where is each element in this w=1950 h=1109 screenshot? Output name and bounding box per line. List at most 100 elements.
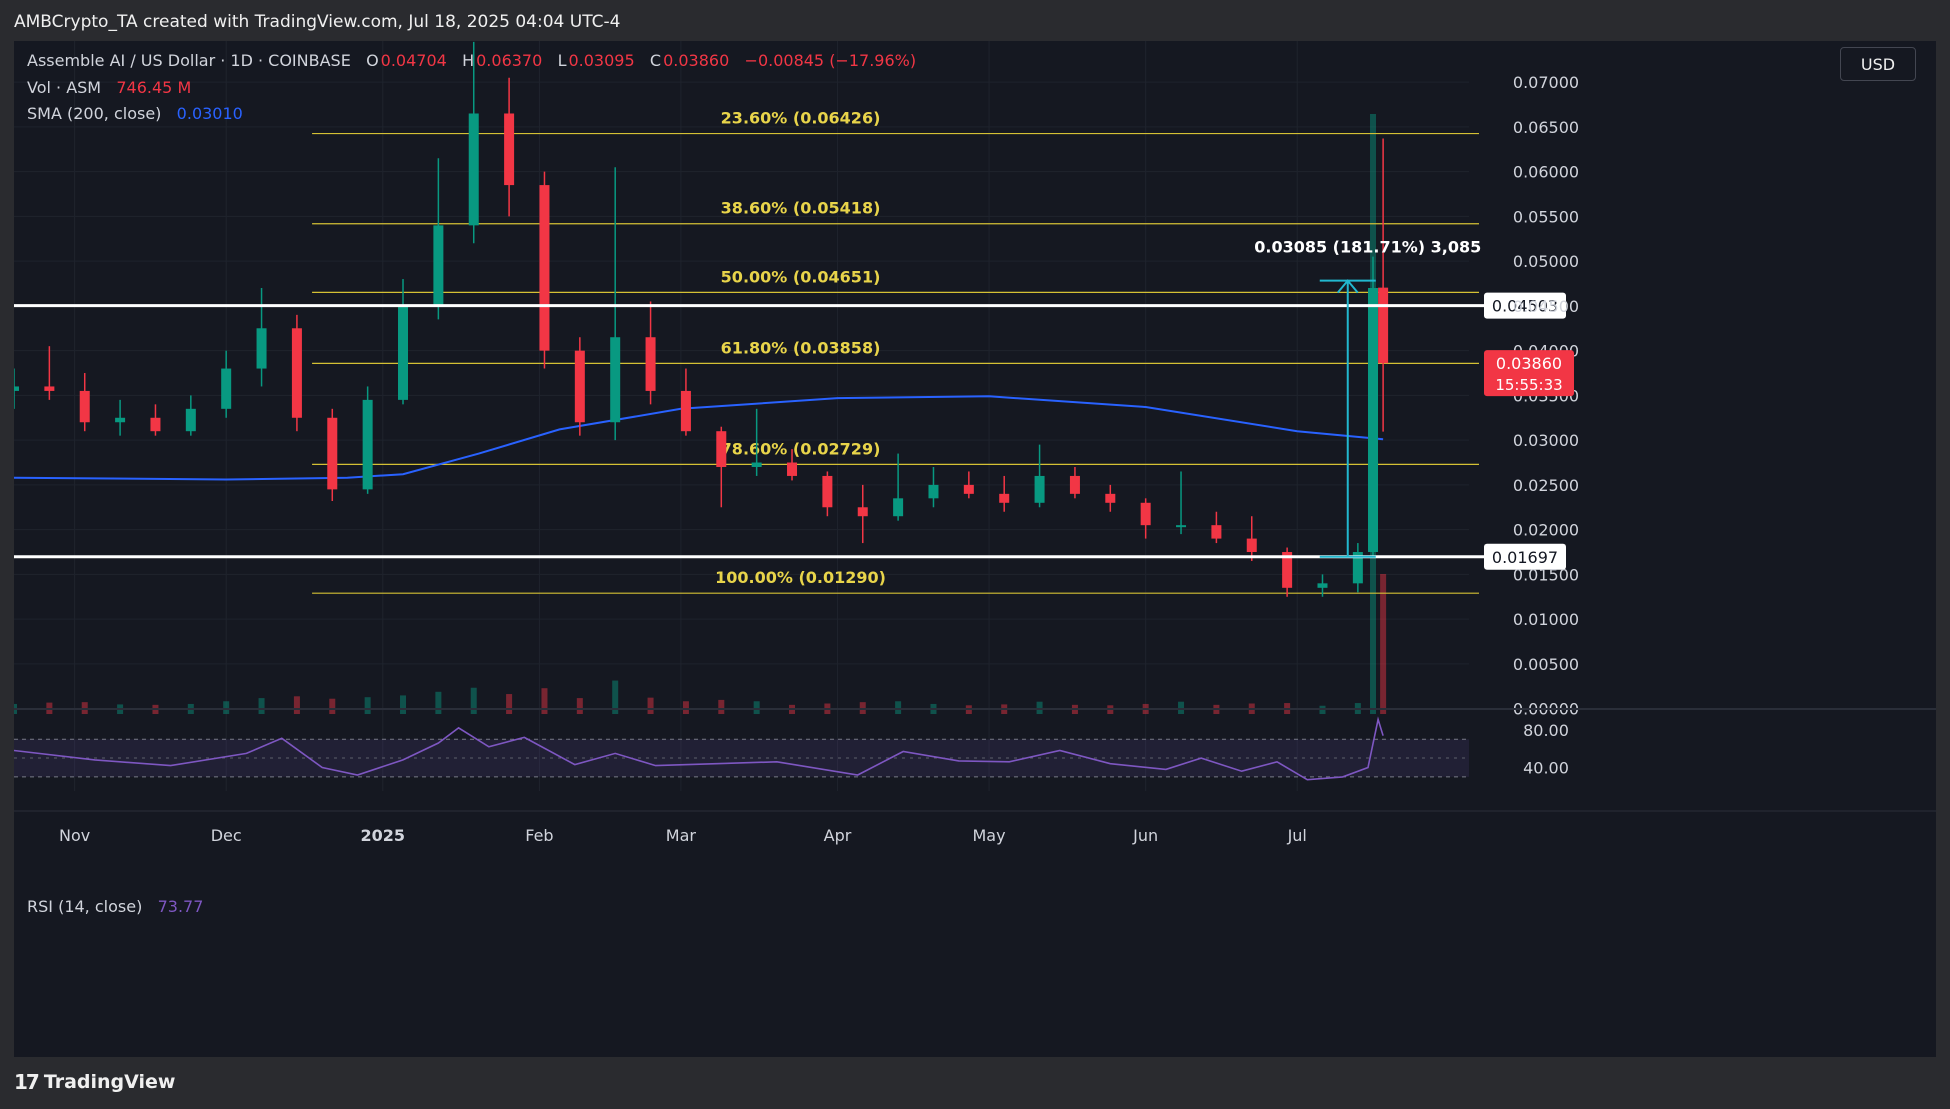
legend-close: 0.03860: [663, 51, 730, 70]
level-badge: [1484, 543, 1566, 570]
fib-label: 50.00% (0.04651): [721, 267, 881, 286]
rsi-line: [14, 716, 1384, 781]
volume-bar: [400, 695, 407, 714]
legend-open-label: O: [366, 51, 379, 70]
candle-body: [539, 185, 550, 351]
candle-body: [1317, 583, 1328, 588]
time-tick-label: Jul: [1287, 826, 1307, 845]
volume-bar: [718, 699, 725, 714]
candle-body: [716, 431, 727, 467]
volume-bar: [470, 687, 477, 714]
candle-body: [822, 475, 833, 508]
legend-low: 0.03095: [568, 51, 635, 70]
sma-line: [14, 395, 1384, 481]
candle-body: [857, 507, 868, 517]
time-axis: Nov Dec 2025 Feb Mar Apr May Jun Jul: [14, 810, 1936, 845]
measure-tool: 0.03085 (181.71%) 3,085: [1254, 238, 1481, 558]
time-tick-label: Feb: [525, 826, 553, 845]
legend-ohlc: Assemble AI / US Dollar · 1D · COINBASE …: [27, 51, 916, 70]
volume-bar: [612, 680, 619, 714]
candle-body: [468, 113, 479, 226]
price-tick-label: 0.03000: [1513, 431, 1579, 450]
volume-bar: [753, 701, 760, 714]
volume-bar: [1036, 701, 1043, 714]
legend-change: −0.00845 (−17.96%): [744, 51, 917, 70]
candle-body: [1352, 552, 1363, 584]
candle-body: [327, 417, 338, 490]
legend-sma-label: SMA (200, close): [27, 104, 162, 123]
chart-frame[interactable]: 23.60% (0.06426) 38.60% (0.05418) 50.00% (…: [14, 41, 1936, 1057]
price-tick-label: 0.07000: [1513, 73, 1579, 92]
candle-body: [79, 390, 90, 423]
candle-body: [1368, 288, 1379, 553]
candle-body: [893, 498, 904, 517]
candle-body: [185, 408, 196, 432]
volume-bar: [329, 698, 336, 714]
candle-body: [751, 462, 762, 467]
measure-label: 0.03085 (181.71%) 3,085: [1254, 238, 1481, 257]
candle-body: [14, 386, 19, 391]
legend-high-label: H: [462, 51, 475, 70]
price-tick-label: 0.06000: [1513, 163, 1579, 182]
candle-body: [1105, 493, 1116, 503]
countdown-label: 15:55:33: [1495, 376, 1562, 394]
candle-body: [1246, 538, 1257, 553]
rsi-tick-label: 80.00: [1523, 721, 1569, 740]
time-tick-label: Dec: [211, 826, 242, 845]
candle-body: [999, 493, 1010, 503]
fib-label: 23.60% (0.06426): [721, 109, 881, 128]
volume-bar: [364, 697, 371, 714]
horizontal-levels: 0.04503 0.01697: [14, 292, 1566, 570]
current-price-badge: [1484, 350, 1574, 397]
level-badge: [1484, 292, 1566, 319]
measure-arrow-icon: [1336, 279, 1359, 294]
legend-rsi: RSI (14, close) 73.77: [27, 897, 203, 916]
price-tick-label: 0.06500: [1513, 118, 1579, 137]
chart-header: AMBCrypto_TA created with TradingView.co…: [14, 12, 621, 32]
candle-body: [787, 462, 798, 476]
rsi-pane: 80.00 40.00: [14, 708, 1936, 781]
volume-bars: [14, 114, 1387, 714]
volume-bar: [293, 696, 300, 714]
fib-label: 100.00% (0.01290): [715, 568, 886, 587]
candle-body: [150, 417, 161, 432]
price-tick-label: 0.01500: [1513, 565, 1579, 584]
candle-body: [1069, 475, 1080, 494]
price-tick-label: 0.04500: [1513, 297, 1579, 316]
chart-svg[interactable]: 23.60% (0.06426) 38.60% (0.05418) 50.00% (…: [14, 41, 1936, 1057]
candle-body: [256, 328, 267, 369]
brand-text: TradingView: [43, 1071, 176, 1093]
time-tick-label: Jun: [1132, 826, 1158, 845]
grid: [14, 41, 1469, 791]
current-price-label: 0.03860: [1496, 354, 1562, 373]
candle-body: [963, 484, 974, 494]
legend-rsi-value: 73.77: [157, 897, 204, 916]
candle-body: [645, 337, 656, 391]
legend-low-label: L: [557, 51, 567, 70]
level-label: 0.04503: [1492, 297, 1558, 316]
price-tick-label: 0.05000: [1513, 252, 1579, 271]
legend-vol-label: Vol · ASM: [27, 78, 102, 97]
volume-bar: [223, 701, 230, 714]
price-tick-label: 0.02000: [1513, 521, 1579, 540]
volume-bar: [435, 691, 442, 714]
volume-bar: [576, 698, 583, 714]
fib-label: 78.60% (0.02729): [721, 439, 881, 458]
legend-close-label: C: [649, 51, 662, 70]
fib-label: 38.60% (0.05418): [721, 199, 881, 218]
candle-body: [221, 368, 232, 409]
volume-bar: [1178, 701, 1185, 714]
rsi-tick-label: 40.00: [1523, 758, 1569, 777]
candle-body: [574, 350, 585, 423]
volume-bar: [541, 688, 548, 714]
legend-high: 0.06370: [476, 51, 543, 70]
currency-button[interactable]: USD: [1840, 47, 1916, 81]
candle-body: [433, 225, 444, 306]
fib-label: 61.80% (0.03858): [721, 338, 881, 357]
legend-open: 0.04704: [380, 51, 447, 70]
candle-body: [44, 386, 55, 391]
volume-bar: [506, 694, 513, 714]
fib-retracement: 23.60% (0.06426) 38.60% (0.05418) 50.00% (…: [312, 109, 1479, 594]
price-axis: 0.000000.005000.010000.015000.020000.025…: [1484, 73, 1579, 719]
candle-body: [398, 305, 409, 400]
